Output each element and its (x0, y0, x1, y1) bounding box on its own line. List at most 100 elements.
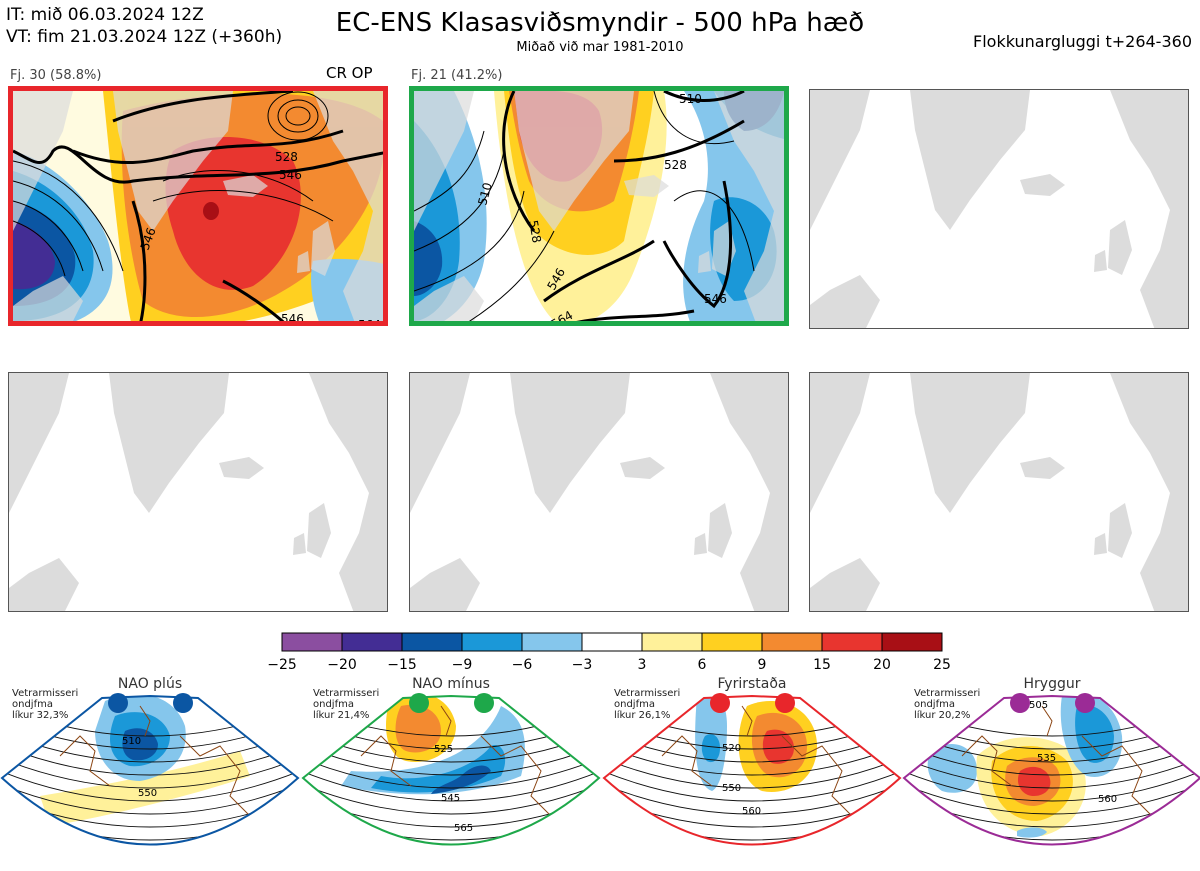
colorbar-tick-label: −6 (511, 657, 533, 673)
cluster-2-contour-510a: 510 (679, 92, 702, 106)
regime-contour-label: 550 (722, 783, 741, 794)
empty-map-3 (809, 89, 1189, 329)
colorbar-swatch (401, 632, 463, 652)
colorbar-tick-label: −3 (571, 657, 593, 673)
regime-4[interactable]: 505 535 560 Hryggur Vetrarmisseri ondjfma líku… (902, 676, 1200, 871)
colorbar-swatch (341, 632, 403, 652)
empty-map-4 (8, 372, 388, 612)
colorbar-swatch (761, 632, 823, 652)
cluster-2-label: Fj. 21 (41.2%) (411, 68, 503, 83)
cluster-1-contour-528: 528 (275, 150, 298, 164)
regime-note: Vetrarmisseri ondjfma líkur 20,2% (914, 688, 981, 721)
regime-marker (1010, 693, 1030, 713)
cluster-2-contour-528a: 528 (664, 158, 687, 172)
colorbar-swatch (281, 632, 343, 652)
height-contour (904, 757, 1200, 789)
regime-outline (602, 694, 902, 846)
empty-map-5 (409, 372, 789, 612)
anomaly-shading (395, 704, 441, 753)
regime-1[interactable]: 510 550 NAO plús Vetrarmisseri ondjfma líkur … (0, 676, 300, 871)
anomaly-shading (701, 734, 720, 763)
height-contour (604, 744, 900, 776)
regime-marker (1075, 693, 1095, 713)
regime-title: Hryggur (1023, 676, 1081, 692)
anomaly-shading (762, 729, 794, 764)
colorbar-tick-label: −25 (267, 657, 297, 673)
colorbar-swatch (881, 632, 943, 652)
regime-outline (301, 694, 601, 846)
anomaly-shading (1017, 827, 1047, 838)
anomaly-shading (431, 765, 491, 794)
regime-map: 510 550 (0, 693, 300, 846)
height-contour (604, 783, 900, 815)
height-contour (303, 783, 599, 815)
colorbar-tick-label: 20 (873, 657, 891, 673)
cluster-1-label: Fj. 30 (58.8%) (10, 68, 102, 83)
colorbar-swatch (521, 632, 583, 652)
cluster-1-contour-564: 564 (358, 318, 381, 326)
colorbar-tick-label: −20 (327, 657, 357, 673)
cluster-1-map[interactable]: 528 546 546 546 564 (8, 86, 388, 326)
colorbar-swatch (701, 632, 763, 652)
colorbar-swatch (461, 632, 523, 652)
regime-map: 505 535 560 (902, 693, 1200, 846)
cluster-2-map[interactable]: 510 528 510 528 546 546 564 (409, 86, 789, 326)
regime-title: NAO mínus (412, 676, 490, 692)
height-contour (2, 744, 298, 776)
page-title: EC-ENS Klasasviðsmyndir - 500 hPa hæð (335, 8, 865, 38)
coastline (360, 705, 552, 817)
regime-marker (710, 693, 730, 713)
valid-time: VT: fim 21.03.2024 12Z (+360h) (6, 27, 283, 47)
regime-contour-label: 560 (742, 806, 761, 817)
regime-note: Vetrarmisseri ondjfma líkur 26,1% (614, 688, 681, 721)
height-contour (2, 757, 298, 789)
height-contour (904, 783, 1200, 815)
colorbar-tick-label: 9 (757, 657, 767, 673)
colorbar-tick-label: −15 (387, 657, 417, 673)
colorbar-swatch (821, 632, 883, 652)
height-contour (303, 757, 599, 789)
regime-map: 520 550 560 (602, 693, 902, 846)
regime-contour-label: 560 (1098, 794, 1117, 805)
colorbar-tick-label: 6 (697, 657, 707, 673)
empty-map-6 (809, 372, 1189, 612)
anomaly-colorbar (281, 632, 943, 652)
cluster-1-contour-546a: 546 (279, 168, 302, 182)
colorbar-tick-label: 25 (933, 657, 951, 673)
regime-marker (173, 693, 193, 713)
regime-contour-label: 550 (138, 788, 157, 799)
colorbar-swatch (641, 632, 703, 652)
cluster-2-contour-510b: 510 (475, 181, 494, 207)
cluster-2-contour-528b: 528 (526, 219, 544, 244)
regime-map: 525 545 565 (301, 693, 601, 846)
regime-note: Vetrarmisseri ondjfma líkur 32,3% (12, 688, 79, 721)
regime-note: Vetrarmisseri ondjfma líkur 21,4% (313, 688, 380, 721)
regime-contour-label: 565 (454, 823, 473, 834)
colorbar-tick-label: −9 (451, 657, 473, 673)
colorbar-tick-label: 15 (813, 657, 831, 673)
coastline (961, 705, 1153, 817)
cluster-2-anomaly: 510 528 510 528 546 546 564 (414, 91, 784, 321)
cluster-1-tag: CR OP (326, 64, 373, 82)
header-times: IT: mið 06.03.2024 12Z VT: fim 21.03.202… (6, 4, 282, 48)
regime-2[interactable]: 525 545 565 NAO mínus Vetrarmisseri ondjfma lí… (301, 676, 601, 871)
regime-title: Fyrirstaða (717, 676, 787, 692)
height-contour (604, 757, 900, 789)
coastline (59, 705, 251, 817)
height-contour (2, 783, 298, 815)
regime-3[interactable]: 520 550 560 Fyrirstaða Vetrarmisseri ondjfma l… (602, 676, 902, 871)
regime-contour-label: 505 (1029, 700, 1048, 711)
regime-marker (409, 693, 429, 713)
regime-contour-label: 510 (122, 736, 141, 747)
regime-title: NAO plús (117, 676, 183, 692)
coastline (661, 705, 853, 817)
height-contour (303, 770, 599, 802)
height-contour (904, 770, 1200, 802)
regime-contour-label: 535 (1037, 753, 1056, 764)
colorbar-tick-label: 3 (637, 657, 647, 673)
page-subtitle: Miðað við mar 1981-2010 (516, 40, 684, 55)
height-contour (904, 744, 1200, 776)
regime-marker (775, 693, 795, 713)
cluster-1-anomaly: 528 546 546 546 564 (13, 91, 383, 326)
classification-window: Flokkunargluggi t+264-360 (973, 32, 1192, 51)
